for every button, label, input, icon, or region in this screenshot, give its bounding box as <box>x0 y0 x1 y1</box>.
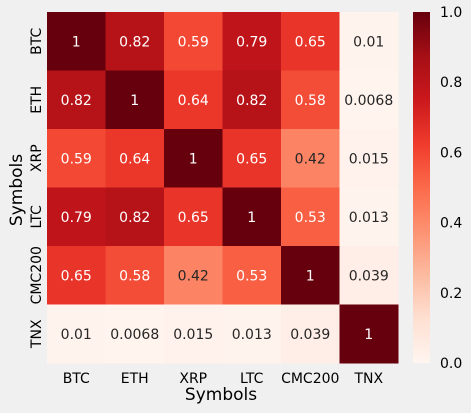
cell-value-label: 0.82 <box>119 34 150 50</box>
cell-value-label: 0.59 <box>61 151 92 167</box>
cell-value-label: 0.53 <box>236 268 267 284</box>
heatmap-cell <box>105 246 165 305</box>
cell-value-label: 0.82 <box>61 93 92 109</box>
cell-value-label: 0.82 <box>119 210 150 226</box>
heatmap-cell <box>222 246 282 305</box>
heatmap-cell <box>281 129 340 188</box>
cell-value-label: 1 <box>364 327 373 343</box>
heatmap-cell <box>47 70 106 130</box>
y-tick-label: TNX <box>29 319 45 349</box>
heatmap-cell <box>47 304 106 364</box>
heatmap-cell <box>339 246 399 305</box>
cell-value-label: 0.82 <box>236 93 267 109</box>
heatmap-cell <box>105 70 165 130</box>
cell-value-label: 0.79 <box>61 210 92 226</box>
cell-value-label: 0.015 <box>173 327 213 343</box>
heatmap-cell <box>281 187 340 247</box>
y-tick-label: LTC <box>29 205 45 229</box>
cell-value-label: 0.58 <box>295 93 326 109</box>
colorbar-tick-label: 1.0 <box>440 5 462 21</box>
heatmap-cell <box>164 246 223 305</box>
heatmap-cell <box>164 12 223 71</box>
x-tick-label: ETH <box>121 371 149 387</box>
heatmap-cell <box>164 304 223 364</box>
cell-value-label: 1 <box>306 268 315 284</box>
colorbar-tick-label: 0.2 <box>440 286 462 302</box>
heatmap-cell <box>164 129 223 188</box>
heatmap-cell <box>222 12 282 71</box>
cell-value-label: 0.42 <box>295 151 326 167</box>
cell-value-label: 0.58 <box>119 268 150 284</box>
heatmap-cell <box>339 12 399 71</box>
x-axis-label: Symbols <box>185 385 257 405</box>
cell-value-label: 0.65 <box>236 151 267 167</box>
cell-value-label: 1 <box>130 93 139 109</box>
x-tick-label: CMC200 <box>281 371 339 387</box>
cell-value-label: 0.013 <box>232 327 272 343</box>
heatmap-cell <box>164 187 223 247</box>
y-tick-label: BTC <box>29 27 45 54</box>
cell-value-label: 0.65 <box>295 34 326 50</box>
heatmap-cell <box>105 304 165 364</box>
heatmap-cell <box>339 187 399 247</box>
colorbar-tick-label: 0.4 <box>440 216 462 232</box>
cell-value-label: 0.01 <box>61 327 92 343</box>
heatmap-cell <box>164 70 223 130</box>
y-axis-label: Symbols <box>7 154 27 226</box>
colorbar-tick-label: 0.0 <box>440 356 462 372</box>
heatmap-cell <box>47 12 106 71</box>
x-tick-labels: BTC ETH XRP LTC CMC200 TNX <box>63 371 384 387</box>
cell-value-label: 0.64 <box>119 151 150 167</box>
cell-value-label: 0.039 <box>349 268 389 284</box>
y-tick-label: CMC200 <box>29 246 45 304</box>
heatmap-cell <box>47 187 106 247</box>
heatmap-cell <box>47 246 106 305</box>
heatmap-cell <box>105 12 165 71</box>
y-tick-labels: BTC ETH XRP LTC CMC200 TNX <box>29 27 45 349</box>
heatmap-cell <box>281 304 340 364</box>
heatmap-cell <box>105 187 165 247</box>
heatmap-cell <box>222 304 282 364</box>
cell-value-label: 0.039 <box>290 327 330 343</box>
colorbar-tick-label: 0.6 <box>440 145 462 161</box>
heatmap-cell <box>281 70 340 130</box>
heatmap-cell <box>222 70 282 130</box>
x-tick-label: BTC <box>63 371 90 387</box>
heatmap-cell <box>105 129 165 188</box>
heatmap-cell <box>339 70 399 130</box>
colorbar-gradient <box>413 12 430 363</box>
cell-value-label: 0.01 <box>353 34 384 50</box>
cell-value-label: 0.64 <box>178 93 209 109</box>
heatmap-cell <box>222 129 282 188</box>
x-tick-label: XRP <box>179 371 207 387</box>
heatmap-cell <box>222 187 282 247</box>
x-tick-label: TNX <box>353 371 383 387</box>
cell-value-label: 1 <box>189 151 198 167</box>
y-tick-label: XRP <box>29 144 45 172</box>
cell-value-label: 0.59 <box>178 34 209 50</box>
cell-value-label: 0.0068 <box>110 327 159 343</box>
heatmap-cell <box>339 129 399 188</box>
heatmap-cell <box>281 246 340 305</box>
cell-value-label: 0.53 <box>295 210 326 226</box>
cell-value-label: 0.015 <box>349 151 389 167</box>
colorbar-tick-label: 0.8 <box>440 75 462 91</box>
cell-value-label: 0.0068 <box>344 93 393 109</box>
cell-value-label: 1 <box>72 34 81 50</box>
cell-value-label: 1 <box>247 210 256 226</box>
heatmap-cell <box>47 129 106 188</box>
cell-value-label: 0.65 <box>61 268 92 284</box>
y-tick-label: ETH <box>29 86 45 114</box>
cell-value-label: 0.79 <box>236 34 267 50</box>
x-tick-label: LTC <box>240 371 264 387</box>
heatmap-cell <box>339 304 399 364</box>
heatmap-cells: 1 0.82 0.59 0.79 0.65 0.01 0.82 1 0.64 0.82 0.58 0.… <box>47 12 399 364</box>
cell-value-label: 0.42 <box>178 268 209 284</box>
cell-value-label: 0.013 <box>349 210 389 226</box>
colorbar: 0.0 0.2 0.4 0.6 0.8 1.0 <box>413 5 462 372</box>
heatmap-cell <box>281 12 340 71</box>
cell-value-label: 0.65 <box>178 210 209 226</box>
